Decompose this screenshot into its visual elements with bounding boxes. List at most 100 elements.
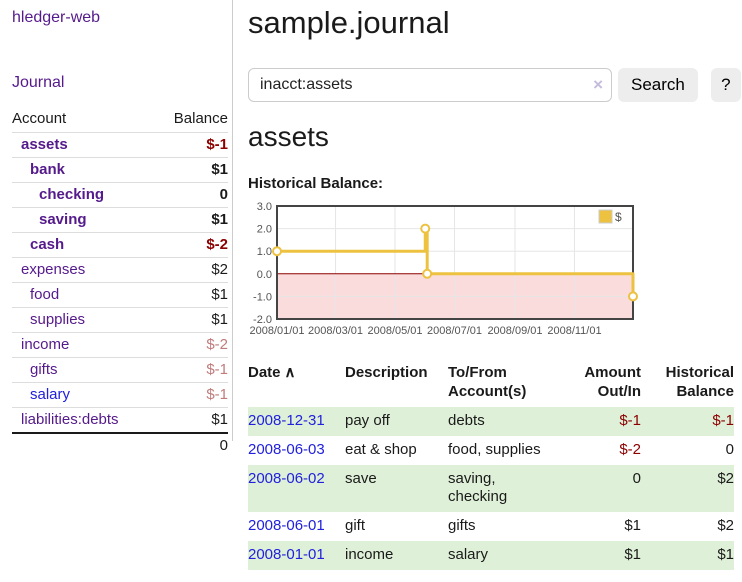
svg-text:2008/05/01: 2008/05/01	[367, 325, 422, 337]
account-link-liabilities-debts[interactable]: liabilities:debts	[21, 411, 119, 428]
account-row: income $-2	[12, 333, 228, 358]
transaction-description: eat & shop	[345, 436, 448, 465]
account-row: salary $-1	[12, 383, 228, 408]
transaction-amount: $-1	[563, 407, 641, 436]
account-balance: $-1	[155, 383, 228, 408]
column-header-date[interactable]: Date∧	[248, 361, 345, 407]
transaction-accounts: gifts	[448, 512, 563, 541]
transaction-row: 2008-06-02 save saving, checking 0 $2	[248, 465, 734, 512]
help-button[interactable]: ?	[711, 68, 741, 102]
transaction-description: pay off	[345, 407, 448, 436]
sidebar-item-journal[interactable]: Journal	[12, 74, 232, 92]
account-link-expenses[interactable]: expenses	[21, 261, 85, 278]
transaction-row: 2008-06-03 eat & shop food, supplies $-2…	[248, 436, 734, 465]
account-balance: $-2	[155, 233, 228, 258]
svg-text:-1.0: -1.0	[253, 291, 272, 303]
account-row: gifts $-1	[12, 358, 228, 383]
transaction-amount: $1	[563, 541, 641, 570]
accounts-header-row: Account Balance	[12, 107, 228, 133]
account-link-cash[interactable]: cash	[30, 236, 64, 253]
balance-chart: 3.02.01.00.0-1.0-2.02008/01/012008/03/01…	[248, 201, 742, 349]
svg-text:2.0: 2.0	[257, 224, 272, 236]
account-row: supplies $1	[12, 308, 228, 333]
transaction-description: gift	[345, 512, 448, 541]
svg-text:0.0: 0.0	[257, 269, 272, 281]
account-link-assets[interactable]: assets	[21, 136, 68, 153]
account-row: saving $1	[12, 208, 228, 233]
transaction-row: 2008-12-31 pay off debts $-1 $-1	[248, 407, 734, 436]
account-row: expenses $2	[12, 258, 228, 283]
account-balance: $1	[155, 308, 228, 333]
chart-title: Historical Balance:	[248, 175, 742, 192]
account-row: liabilities:debts $1	[12, 408, 228, 434]
transaction-date-link[interactable]: 2008-01-01	[248, 546, 325, 563]
account-link-supplies[interactable]: supplies	[30, 311, 85, 328]
transaction-description: save	[345, 465, 448, 512]
account-balance: $-1	[155, 133, 228, 158]
account-link-saving[interactable]: saving	[39, 211, 87, 228]
accounts-total-balance: 0	[155, 433, 228, 458]
transaction-accounts: saving, checking	[448, 465, 563, 512]
transaction-date-link[interactable]: 2008-12-31	[248, 412, 325, 429]
page-title: sample.journal	[248, 5, 742, 41]
transaction-amount: $-2	[563, 436, 641, 465]
transaction-accounts: debts	[448, 407, 563, 436]
account-balance: 0	[155, 183, 228, 208]
register-table: Date∧ Description To/From Account(s) Amo…	[248, 361, 734, 570]
column-header-tofrom: To/From Account(s)	[448, 361, 563, 407]
transaction-amount: 0	[563, 465, 641, 512]
account-balance: $1	[155, 158, 228, 183]
account-balance: $-1	[155, 358, 228, 383]
accounts-table: Account Balance assets $-1 bank $1 check…	[12, 107, 228, 458]
search-input[interactable]	[248, 68, 612, 102]
svg-text:3.0: 3.0	[257, 201, 272, 213]
transaction-description: income	[345, 541, 448, 570]
transaction-balance: $2	[641, 465, 734, 512]
account-link-gifts[interactable]: gifts	[30, 361, 58, 378]
transaction-accounts: salary	[448, 541, 563, 570]
transaction-accounts: food, supplies	[448, 436, 563, 465]
column-header-description: Description	[345, 361, 448, 407]
account-link-income[interactable]: income	[21, 336, 69, 353]
sort-ascending-icon: ∧	[285, 364, 296, 381]
account-row: assets $-1	[12, 133, 228, 158]
svg-text:1.0: 1.0	[257, 246, 272, 258]
transaction-row: 2008-06-01 gift gifts $1 $2	[248, 512, 734, 541]
transaction-row: 2008-01-01 income salary $1 $1	[248, 541, 734, 570]
column-header-amount: Amount Out/In	[563, 361, 641, 407]
svg-text:2008/01/01: 2008/01/01	[249, 325, 304, 337]
account-link-salary[interactable]: salary	[30, 386, 70, 403]
account-row: checking 0	[12, 183, 228, 208]
account-balance: $1	[155, 208, 228, 233]
transaction-balance: $2	[641, 512, 734, 541]
svg-text:2008/07/01: 2008/07/01	[427, 325, 482, 337]
balance-chart-svg: 3.02.01.00.0-1.0-2.02008/01/012008/03/01…	[248, 201, 648, 349]
account-balance: $1	[155, 408, 228, 434]
account-heading: assets	[248, 121, 742, 153]
app-brand-link[interactable]: hledger-web	[12, 9, 232, 27]
accounts-total-row: 0	[12, 433, 228, 458]
search-button[interactable]: Search	[618, 68, 698, 102]
account-row: cash $-2	[12, 233, 228, 258]
account-row: food $1	[12, 283, 228, 308]
svg-text:2008/09/01: 2008/09/01	[487, 325, 542, 337]
legend-swatch	[599, 210, 612, 223]
transaction-date-link[interactable]: 2008-06-02	[248, 470, 325, 487]
search-form: × Search ?	[248, 68, 742, 102]
accounts-header-account: Account	[12, 107, 155, 133]
account-balance: $2	[155, 258, 228, 283]
account-row: bank $1	[12, 158, 228, 183]
account-link-food[interactable]: food	[30, 286, 59, 303]
accounts-header-balance: Balance	[155, 107, 228, 133]
legend-label: $	[615, 210, 622, 224]
register-header-row: Date∧ Description To/From Account(s) Amo…	[248, 361, 734, 407]
main-content: sample.journal × Search ? assets Histori…	[248, 0, 742, 570]
transaction-balance: 0	[641, 436, 734, 465]
clear-search-icon[interactable]: ×	[593, 75, 603, 95]
transaction-date-link[interactable]: 2008-06-01	[248, 517, 325, 534]
transaction-balance: $-1	[641, 407, 734, 436]
account-link-bank[interactable]: bank	[30, 161, 65, 178]
transaction-date-link[interactable]: 2008-06-03	[248, 441, 325, 458]
account-link-checking[interactable]: checking	[39, 186, 104, 203]
column-header-balance: Historical Balance	[641, 361, 734, 407]
